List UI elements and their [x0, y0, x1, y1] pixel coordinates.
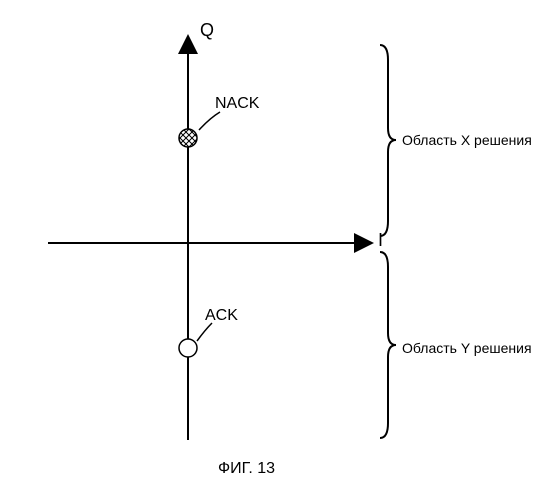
q-axis-label: Q: [200, 20, 214, 41]
nack-leader: [199, 112, 220, 130]
region-x-brace: [380, 45, 396, 236]
iq-constellation-diagram: [0, 0, 556, 500]
nack-label: NACK: [215, 95, 259, 113]
ack-point: [179, 339, 197, 357]
ack-leader: [197, 323, 212, 341]
region-y-brace: [380, 252, 396, 438]
region-x-label: Область X решения: [402, 132, 532, 148]
i-axis-label: I: [378, 230, 383, 251]
region-y-label: Область Y решения: [402, 340, 532, 356]
nack-point: [179, 129, 197, 147]
figure-caption: ФИГ. 13: [218, 460, 275, 478]
ack-label: ACK: [205, 307, 238, 325]
